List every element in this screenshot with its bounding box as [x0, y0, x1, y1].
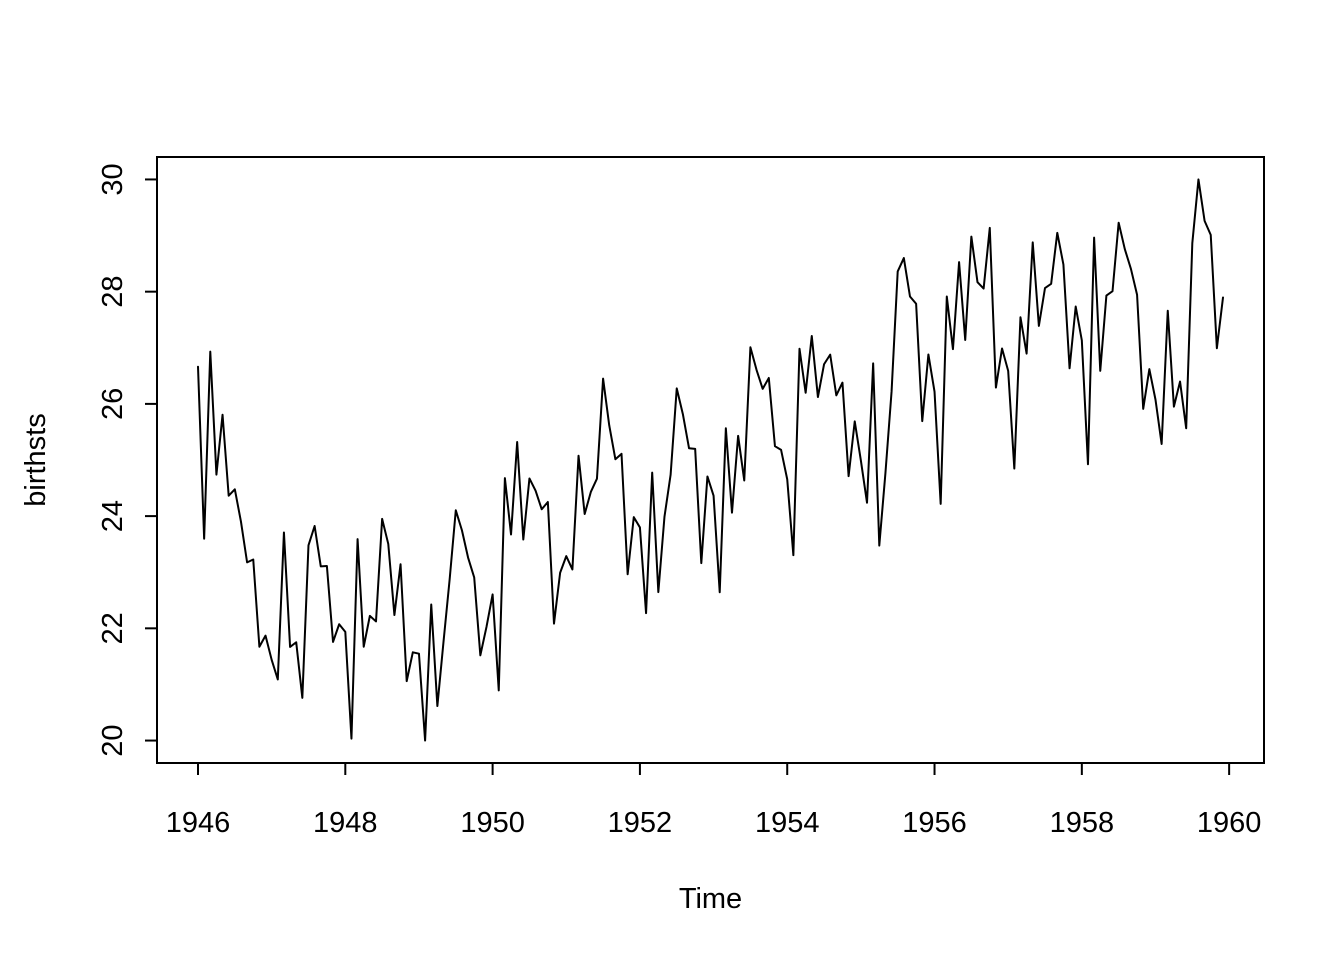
- y-tick-label: 22: [97, 612, 129, 644]
- plot-border: [156, 156, 1265, 764]
- x-tick-label: 1956: [902, 807, 967, 839]
- y-tick-label: 20: [97, 724, 129, 756]
- y-tick-label: 26: [97, 388, 129, 420]
- x-tick-label: 1946: [166, 807, 231, 839]
- x-tick-label: 1960: [1197, 807, 1262, 839]
- y-axis-title: birthsts: [20, 413, 52, 506]
- x-tick-label: 1958: [1050, 807, 1115, 839]
- x-tick-label: 1948: [313, 807, 378, 839]
- x-tick-label: 1950: [460, 807, 525, 839]
- y-axis: 20 22 24 26 28 30: [97, 163, 157, 757]
- series-group: [197, 178, 1224, 742]
- x-tick-label: 1952: [608, 807, 673, 839]
- x-tick-label: 1954: [755, 807, 820, 839]
- x-axis: 1946 1948 1950 1952 1954 1956 1958 1960: [166, 763, 1262, 839]
- y-tick-label: 28: [97, 276, 129, 308]
- y-tick-label: 24: [97, 500, 129, 532]
- series-line: [197, 178, 1224, 742]
- y-tick-label: 30: [97, 163, 129, 195]
- x-axis-title: Time: [679, 883, 742, 915]
